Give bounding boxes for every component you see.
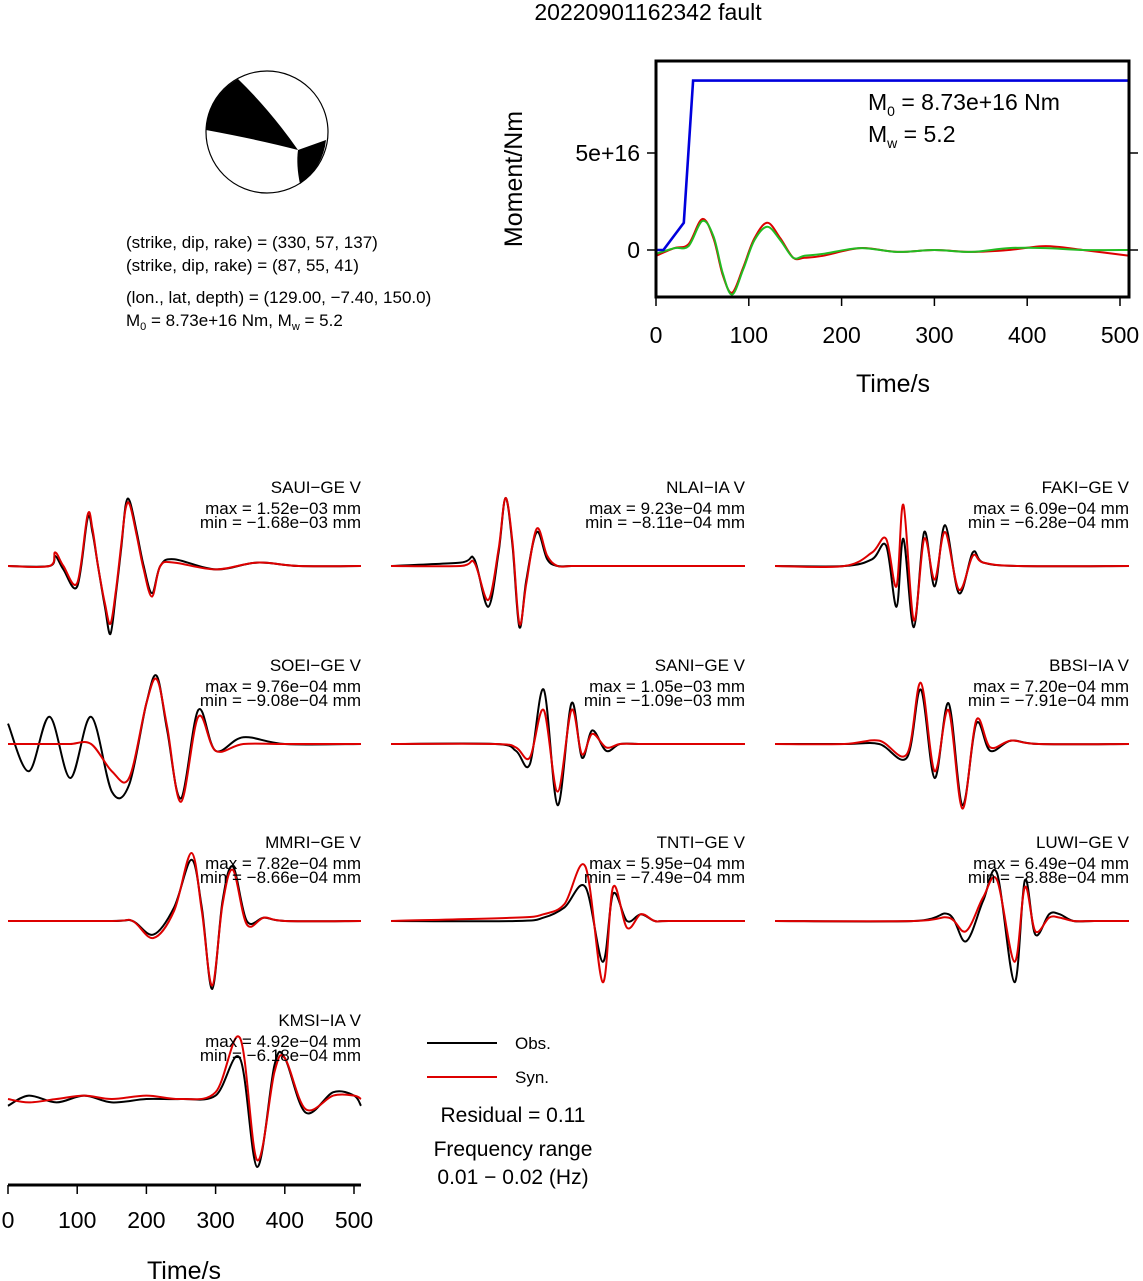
figure-title: 20220901162342 fault: [534, 0, 762, 25]
station-label: LUWI−GE V: [1036, 833, 1130, 852]
stf-xlabel: Time/s: [856, 370, 930, 398]
synthetic-trace: [774, 681, 1130, 810]
station-min-label: min = −1.09e−03 mm: [584, 691, 745, 710]
stf-ytick-label: 0: [627, 237, 640, 263]
waveform-xtick-label: 500: [335, 1207, 373, 1233]
station-max-label: max = 9.76e−04 mm: [205, 677, 361, 696]
station-max-label: max = 5.95e−04 mm: [589, 854, 745, 873]
station-label: TNTI−GE V: [657, 833, 746, 852]
legend-obs-label: Obs.: [515, 1034, 551, 1053]
stf-magnitude-label: Mw = 5.2: [868, 121, 955, 151]
synthetic-trace: [774, 876, 1129, 963]
stf-xtick-label: 100: [730, 322, 768, 348]
legend-syn-label: Syn.: [515, 1068, 549, 1087]
waveform-xtick-label: 200: [127, 1207, 165, 1233]
legend: Obs. Syn.: [427, 1034, 551, 1087]
frequency-range-title: Frequency range: [434, 1138, 593, 1161]
station-label: SOEI−GE V: [270, 656, 362, 675]
stf-green-curve: [655, 219, 1130, 296]
stf-ylabel: Moment/Nm: [500, 111, 528, 247]
station-label: BBSI−IA V: [1049, 656, 1130, 675]
stf-xtick-label: 500: [1101, 322, 1139, 348]
stf-xtick-label: 400: [1008, 322, 1046, 348]
beachball-compression-quadrant-2: [297, 140, 326, 184]
stf-series-group: [655, 79, 1130, 296]
stf-xtick-label: 0: [650, 322, 663, 348]
waveform-xlabel: Time/s: [147, 1257, 221, 1281]
stf-xtick-label: 300: [915, 322, 953, 348]
synthetic-trace: [7, 1035, 362, 1162]
station-min-label: min = −8.88e−04 mm: [968, 868, 1129, 887]
station-min-label: min = −1.68e−03 mm: [200, 513, 361, 532]
stf-red-curve: [655, 218, 1130, 294]
station-max-label: max = 4.92e−04 mm: [205, 1032, 361, 1051]
station-label: FAKI−GE V: [1042, 478, 1130, 497]
synthetic-trace: [390, 863, 745, 984]
station-label: NLAI−IA V: [666, 478, 746, 497]
frequency-range-value: 0.01 − 0.02 (Hz): [437, 1166, 588, 1189]
waveform-xtick-label: 100: [58, 1207, 96, 1233]
residual-label: Residual = 0.11: [441, 1104, 586, 1127]
station-max-label: max = 7.82e−04 mm: [205, 854, 361, 873]
synthetic-trace: [390, 496, 745, 626]
station-label: SAUI−GE V: [271, 478, 362, 497]
nodal-plane-1: (strike, dip, rake) = (330, 57, 137): [126, 233, 378, 252]
station-max-label: max = 6.49e−04 mm: [973, 854, 1129, 873]
synthetic-trace: [8, 677, 361, 803]
station-min-label: min = −8.11e−04 mm: [585, 513, 745, 532]
source-location: (lon., lat, depth) = (129.00, −7.40, 150…: [126, 288, 431, 307]
waveform-x-axis: 0 100 200 300 400 500: [2, 1183, 373, 1233]
source-moment-info: M0 = 8.73e+16 Nm, Mw = 5.2: [126, 311, 343, 333]
station-max-label: max = 6.09e−04 mm: [973, 499, 1129, 518]
synthetic-trace: [7, 501, 362, 625]
stf-axes: 0 100 200 300 400 500 0 5e+16: [575, 140, 1139, 348]
station-min-label: min = −8.66e−04 mm: [200, 868, 361, 887]
synthetic-trace: [390, 708, 745, 793]
beachball: [205, 70, 329, 194]
station-label: KMSI−IA V: [278, 1011, 361, 1030]
station-min-label: min = −7.49e−04 mm: [584, 868, 745, 887]
waveform-xtick-label: 400: [266, 1207, 304, 1233]
stf-xtick-label: 200: [822, 322, 860, 348]
station-label: MMRI−GE V: [265, 833, 362, 852]
station-min-label: min = −6.28e−04 mm: [968, 513, 1129, 532]
station-label: SANI−GE V: [655, 656, 746, 675]
stf-frame: [654, 59, 1131, 299]
waveform-xtick-label: 300: [196, 1207, 234, 1233]
beachball-compression-quadrant-1: [206, 79, 298, 150]
observed-trace: [774, 524, 1130, 629]
nodal-plane-2: (strike, dip, rake) = (87, 55, 41): [126, 256, 359, 275]
synthetic-trace: [774, 503, 1130, 622]
stf-moment-label: M0 = 8.73e+16 Nm: [868, 89, 1060, 119]
observed-trace: [7, 1050, 362, 1169]
station-min-label: min = −9.08e−04 mm: [200, 691, 361, 710]
station-max-label: max = 9.23e−04 mm: [589, 499, 745, 518]
stf-ytick-label: 5e+16: [575, 140, 640, 166]
station-min-label: min = −6.18e−04 mm: [200, 1046, 361, 1065]
waveform-xtick-label: 0: [2, 1207, 15, 1233]
station-min-label: min = −7.91e−04 mm: [968, 691, 1129, 710]
station-max-label: max = 1.52e−03 mm: [205, 499, 361, 518]
station-max-label: max = 7.20e−04 mm: [973, 677, 1129, 696]
synthetic-trace: [8, 851, 362, 987]
stf-moment-curve: [656, 79, 1130, 252]
station-max-label: max = 1.05e−03 mm: [589, 677, 745, 696]
